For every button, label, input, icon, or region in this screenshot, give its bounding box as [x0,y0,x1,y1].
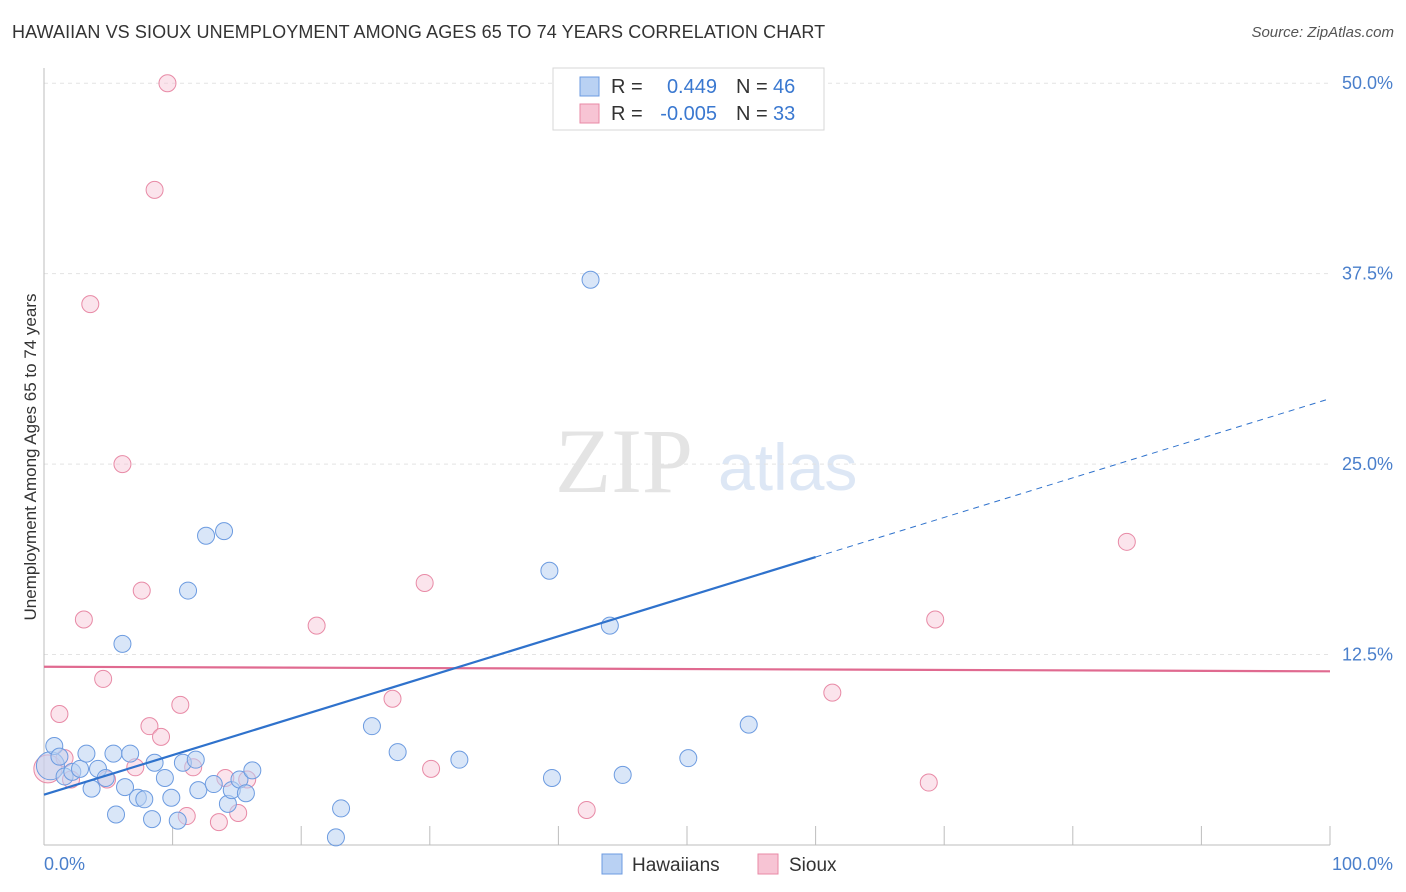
legend-n-label-sioux: N = [736,103,768,125]
sioux-point-15 [171,695,190,714]
hawaiians-point-6 [77,744,96,763]
hawaiians-point-2 [50,747,69,766]
hawaiians-point-20 [162,788,181,807]
y-tick-label-3: 50.0% [1342,73,1393,93]
hawaiians-point-16 [135,790,154,809]
legend-r-label-hawaiians: R = [611,76,643,98]
y-tick-label-1: 25.0% [1342,454,1393,474]
sioux-point-30 [1117,532,1136,551]
series-legend-label-hawaiians: Hawaiians [632,855,720,876]
sioux-point-22 [307,616,326,635]
hawaiians-point-24 [186,750,205,769]
hawaiians-point-38 [450,750,469,769]
legend-swatch-hawaiians [579,76,600,97]
legend-r-value-sioux: -0.005 [660,103,717,125]
legend-r-value-hawaiians: 0.449 [667,76,717,98]
legend-n-label-hawaiians: N = [736,76,768,98]
sioux-point-8 [113,455,132,474]
sioux-point-5 [81,295,100,314]
hawaiians-trend-extension [815,398,1331,558]
hawaiians-point-37 [388,743,407,762]
sioux-point-24 [415,573,434,592]
watermark-zip: ZIP [555,410,693,512]
x-tick-label-max: 100.0% [1332,854,1393,874]
series-legend: Hawaiians Sioux [601,853,837,876]
hawaiians-point-39 [540,561,559,580]
hawaiians-point-27 [204,775,223,794]
hawaiians-point-36 [362,717,381,736]
sioux-point-1 [50,704,69,723]
hawaiians-point-28 [215,522,234,541]
hawaiians-point-43 [613,765,632,784]
hawaiians-point-19 [155,768,174,787]
hawaiians-trend-line [43,556,816,796]
hawaiians-point-33 [243,761,262,780]
hawaiians-point-5 [71,759,90,778]
hawaiians-point-40 [542,768,561,787]
hawaiians-point-26 [197,526,216,545]
hawaiians-point-44 [679,749,698,768]
sioux-point-6 [94,669,113,688]
trend-lines [43,398,1331,796]
x-tick-label-min: 0.0% [44,854,85,874]
hawaiians-point-35 [332,799,351,818]
hawaiians-point-34 [326,828,345,847]
hawaiians-point-41 [581,270,600,289]
hawaiians-point-17 [143,810,162,829]
hawaiians-point-45 [739,715,758,734]
series-legend-swatch-hawaiians [601,853,623,875]
hawaiians-point-32 [236,784,255,803]
hawaiians-point-14 [121,744,140,763]
y-tick-label-2: 37.5% [1342,264,1393,284]
sioux-point-25 [422,759,441,778]
y-tick-labels: 12.5% 25.0% 37.5% 50.0% [1342,73,1393,664]
y-tick-label-0: 12.5% [1342,645,1393,665]
sioux-point-27 [823,683,842,702]
sioux-point-10 [132,581,151,600]
sioux-point-23 [383,689,402,708]
sioux-point-11 [140,717,159,736]
hawaiians-point-11 [107,805,126,824]
hawaiians-point-10 [104,744,123,763]
legend-r-label-sioux: R = [611,103,643,125]
sioux-point-28 [919,773,938,792]
x-tick-marks [172,826,1331,845]
hawaiians-points [35,270,758,847]
series-legend-swatch-sioux [757,853,779,875]
correlation-legend: R = 0.449 N = 46 R = -0.005 N = 33 [552,67,825,131]
hawaiians-point-21 [168,811,187,830]
hawaiians-point-25 [189,781,208,800]
y-axis-label: Unemployment Among Ages 65 to 74 years [21,294,40,621]
sioux-point-18 [209,813,228,832]
watermark-atlas: atlas [718,430,857,504]
sioux-point-12 [145,180,164,199]
sioux-trend-line [43,665,1331,673]
chart-title: HAWAIIAN VS SIOUX UNEMPLOYMENT AMONG AGE… [12,22,826,42]
legend-swatch-sioux [579,103,600,124]
sioux-point-14 [158,74,177,93]
chart-source: Source: ZipAtlas.com [1251,24,1394,41]
hawaiians-point-23 [179,581,198,600]
grid-lines [44,82,1330,656]
sioux-point-26 [577,800,596,819]
sioux-point-4 [74,610,93,629]
sioux-point-13 [152,727,171,746]
legend-n-value-sioux: 33 [773,103,795,125]
hawaiians-point-13 [116,778,135,797]
legend-n-value-hawaiians: 46 [773,76,795,98]
sioux-point-29 [926,610,945,629]
hawaiians-point-12 [113,634,132,653]
series-legend-label-sioux: Sioux [789,855,837,876]
